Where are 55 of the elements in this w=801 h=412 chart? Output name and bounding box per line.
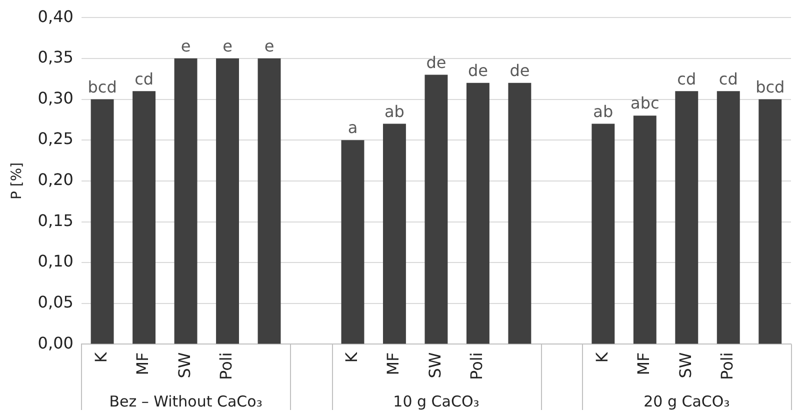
bar — [382, 124, 406, 344]
bar — [466, 82, 490, 344]
data-label: a — [348, 118, 358, 138]
bar — [174, 58, 198, 344]
x-tick-label: Poli — [467, 352, 486, 380]
bar — [716, 91, 740, 344]
x-tick-label: K — [592, 352, 612, 363]
y-tick-label: 0,20 — [38, 170, 74, 190]
bar — [341, 140, 364, 344]
x-tick-label: SW — [425, 352, 444, 378]
bar — [675, 91, 698, 344]
y-tick-label: 0,25 — [38, 129, 74, 148]
bar — [90, 99, 114, 344]
text: 10 g CaCO₃ — [393, 392, 480, 410]
x-tick-label: MF — [634, 352, 654, 376]
bar — [132, 91, 156, 344]
data-label: bcd — [756, 77, 785, 96]
x-tick-label: SW — [676, 352, 695, 378]
x-tick-label: SW — [174, 352, 194, 378]
x-tick-label: K — [342, 352, 361, 363]
data-label: bcd — [88, 77, 117, 96]
text: Bez – Without CaCo₃ — [109, 392, 262, 410]
y-tick-label: 0,00 — [38, 333, 74, 352]
x-tick-label: Poli — [216, 352, 236, 380]
x-tick-label: MF — [133, 352, 152, 376]
y-tick-label: 0,40 — [38, 6, 74, 26]
data-label: cd — [677, 69, 696, 88]
data-label: de — [468, 61, 488, 80]
data-label: e — [180, 36, 191, 56]
bar — [633, 116, 656, 344]
data-label: e — [222, 36, 232, 56]
data-label: de — [426, 52, 446, 72]
data-label: abc — [630, 94, 660, 113]
bar — [216, 58, 239, 344]
text: 20 g CaCO₃ — [644, 392, 730, 410]
x-tick-label: K — [91, 352, 110, 363]
bar — [258, 58, 281, 344]
data-label: ab — [593, 102, 614, 121]
y-tick-label: 0,15 — [38, 210, 74, 230]
x-tick-label: MF — [384, 352, 403, 376]
bar — [592, 124, 615, 344]
data-label: ab — [384, 102, 404, 121]
y-tick-label: 0,35 — [38, 48, 74, 67]
data-label: cd — [134, 69, 154, 88]
bar — [758, 99, 782, 344]
y-tick-label: 0,10 — [38, 252, 74, 271]
y-tick-label: 0,30 — [38, 88, 74, 108]
x-tick-label: Poli — [718, 352, 737, 380]
y-axis-title: P [%] — [9, 162, 26, 200]
data-label: cd — [718, 69, 738, 88]
bar — [508, 82, 532, 344]
y-tick-label: 0,05 — [38, 292, 74, 312]
data-label: de — [510, 61, 530, 80]
bar — [424, 74, 448, 344]
data-label: e — [264, 36, 274, 56]
